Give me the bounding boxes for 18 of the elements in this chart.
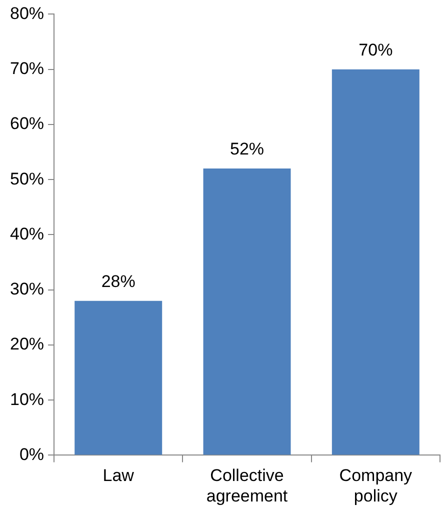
- data-label: 52%: [230, 140, 264, 159]
- bar: [74, 300, 162, 455]
- data-label: 28%: [101, 272, 136, 292]
- y-tick-label: 70%: [10, 59, 44, 78]
- y-tick-label: 0%: [19, 444, 44, 464]
- bar: [332, 69, 420, 455]
- y-tick-label: 20%: [10, 334, 44, 354]
- bar: [203, 168, 291, 455]
- y-tick-label: 80%: [10, 4, 44, 23]
- y-tick-label: 30%: [10, 280, 44, 299]
- x-tick-label: Company policy: [339, 466, 413, 506]
- data-label: 70%: [358, 40, 393, 60]
- y-tick-label: 60%: [10, 114, 44, 134]
- y-tick-label: 10%: [10, 390, 44, 409]
- x-tick-label: Law: [102, 466, 135, 486]
- y-tick-label: 40%: [10, 224, 44, 244]
- x-tick-label: Collective agreement: [206, 466, 288, 506]
- y-tick-label: 50%: [10, 169, 44, 188]
